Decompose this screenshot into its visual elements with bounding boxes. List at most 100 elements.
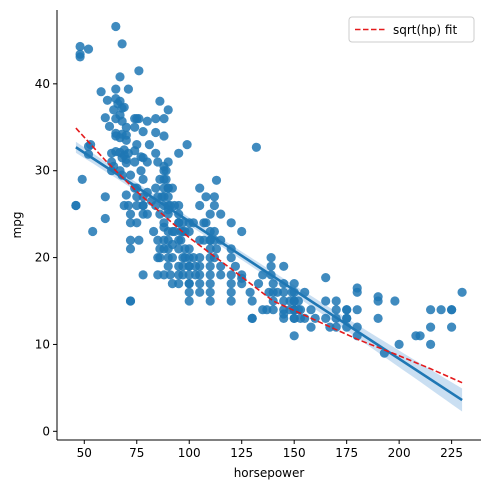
data-point (390, 296, 400, 306)
data-point (174, 279, 184, 289)
data-point (226, 279, 236, 289)
data-point (155, 209, 165, 219)
data-point (457, 287, 467, 297)
data-point (195, 261, 205, 271)
data-point (125, 296, 136, 306)
data-point (121, 190, 131, 200)
data-point (209, 200, 219, 211)
data-point (195, 200, 205, 211)
data-point (178, 270, 188, 280)
data-point (159, 114, 169, 124)
data-point (123, 84, 133, 94)
data-point (251, 142, 261, 152)
data-point (163, 261, 173, 271)
data-point (289, 331, 299, 341)
data-point (447, 322, 457, 332)
data-point (342, 313, 352, 323)
data-point (100, 192, 110, 202)
data-point (436, 305, 446, 315)
data-point (245, 287, 255, 297)
data-point (205, 261, 215, 271)
data-point (266, 253, 276, 263)
data-point (123, 200, 133, 211)
data-point (102, 95, 112, 105)
data-point (132, 200, 142, 211)
data-point (151, 148, 161, 158)
data-point (96, 87, 106, 97)
data-point (174, 244, 184, 254)
data-point (262, 305, 272, 315)
data-point (272, 287, 282, 297)
data-point (258, 270, 268, 280)
data-point (163, 192, 173, 202)
legend: sqrt(hp) fit (348, 16, 475, 43)
x-tick-label: 200 (388, 446, 411, 460)
data-point (306, 305, 316, 315)
data-point (247, 313, 257, 323)
data-point (201, 192, 211, 202)
x-tick-label: 100 (178, 446, 201, 460)
data-point (209, 192, 219, 202)
data-point (130, 122, 140, 132)
data-point (142, 116, 152, 126)
data-point (100, 113, 110, 123)
x-tick-label: 125 (230, 446, 253, 460)
data-point (289, 279, 299, 289)
x-ticks-layer: 50 75 100 125 150 175 200 225 (77, 440, 463, 460)
data-point (178, 218, 188, 228)
data-point (184, 279, 194, 289)
data-point (142, 157, 152, 167)
data-point (167, 183, 177, 193)
x-tick-label: 75 (129, 446, 144, 460)
data-point (134, 114, 144, 124)
data-point (188, 253, 198, 263)
data-point (230, 261, 240, 271)
data-point (138, 127, 148, 137)
data-point (75, 49, 85, 59)
data-point (174, 200, 184, 211)
data-point (161, 166, 171, 176)
data-point (111, 84, 121, 94)
data-point (331, 296, 341, 306)
y-tick-label: 40 (35, 77, 50, 91)
data-point (394, 339, 404, 349)
data-point (253, 279, 264, 289)
data-point (138, 174, 148, 184)
data-point (195, 270, 205, 280)
data-point (104, 121, 115, 131)
data-point (138, 200, 148, 211)
data-point (132, 140, 142, 150)
data-point (195, 183, 205, 193)
data-point (169, 226, 180, 237)
data-point (268, 279, 278, 289)
data-point (195, 253, 205, 263)
data-point (216, 209, 226, 219)
data-point (226, 296, 236, 306)
data-point (138, 270, 148, 280)
data-point (165, 270, 175, 280)
data-point (216, 261, 226, 271)
data-point (342, 305, 352, 315)
y-tick-label: 0 (42, 424, 50, 438)
data-point (306, 322, 316, 332)
data-point (268, 305, 278, 315)
data-point (279, 261, 289, 271)
data-point (226, 253, 236, 263)
data-point (237, 226, 247, 237)
x-tick-label: 225 (440, 446, 463, 460)
data-point (310, 313, 320, 323)
data-point (142, 209, 152, 219)
data-point (155, 253, 165, 263)
data-point (125, 209, 136, 219)
data-point (226, 218, 236, 228)
legend-label-sqrt-fit: sqrt(hp) fit (393, 23, 457, 37)
y-ticks-layer: 0 10 20 30 40 (35, 77, 57, 438)
data-point (184, 226, 194, 237)
data-point (373, 313, 383, 323)
y-tick-label: 10 (35, 337, 50, 351)
data-point (121, 122, 131, 132)
data-point (195, 287, 205, 297)
data-point (117, 39, 127, 49)
data-point (155, 96, 165, 106)
